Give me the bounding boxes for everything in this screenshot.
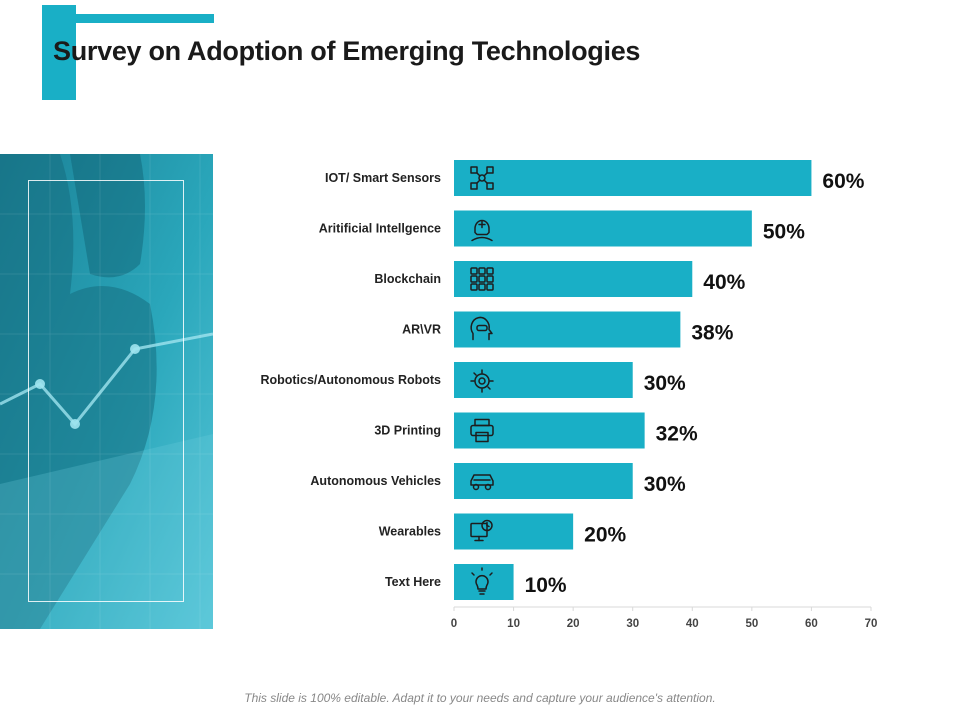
bar: [454, 362, 633, 398]
x-tick-label: 70: [865, 618, 878, 630]
value-label: 10%: [525, 574, 567, 597]
x-tick-label: 50: [745, 618, 758, 630]
category-label: Blockchain: [374, 272, 441, 286]
category-label: Wearables: [379, 525, 441, 539]
blockchain-grid-icon: [470, 267, 494, 291]
business-photo: [0, 154, 213, 629]
category-label: Autonomous Vehicles: [310, 474, 441, 488]
value-label: 30%: [644, 473, 686, 496]
x-tick-label: 60: [805, 618, 818, 630]
ai-head-icon: [471, 219, 493, 242]
x-tick-label: 20: [567, 618, 580, 630]
accent-bar-vertical: [42, 5, 76, 100]
slide-title: Survey on Adoption of Emerging Technolog…: [53, 36, 641, 66]
value-label: 30%: [644, 372, 686, 395]
value-label: 20%: [584, 524, 626, 547]
car-icon: [470, 474, 494, 491]
category-label: Robotics/Autonomous Robots: [260, 373, 441, 387]
bar: [454, 513, 574, 550]
smartwatch-monitor-icon: [470, 519, 493, 542]
bar-group: AR\VR 38%: [402, 311, 734, 348]
value-label: 40%: [703, 271, 745, 294]
x-tick-label: 0: [451, 618, 457, 630]
category-label: Text Here: [385, 575, 441, 589]
x-tick-label: 10: [507, 618, 520, 630]
bar: [454, 160, 812, 196]
bar-group: Text Here 10%: [385, 564, 567, 600]
value-label: 38%: [691, 322, 733, 345]
footer-note: This slide is 100% editable. Adapt it to…: [244, 691, 716, 705]
photo-frame: [28, 180, 184, 602]
bar-group: Autonomous Vehicles 30%: [310, 463, 686, 499]
printer-icon: [470, 418, 494, 443]
category-label: IOT/ Smart Sensors: [325, 171, 441, 185]
category-label: Aritificial Intellgence: [319, 222, 441, 236]
accent-bar-horizontal: [76, 14, 214, 23]
x-tick-label: 30: [626, 618, 639, 630]
bar-group: 3D Printing 32%: [374, 412, 698, 449]
value-label: 60%: [822, 170, 864, 193]
lightbulb-icon: [471, 567, 493, 595]
x-tick-label: 40: [686, 618, 699, 630]
bar-group: Robotics/Autonomous Robots 30%: [260, 362, 686, 398]
bar-group: Blockchain 40%: [374, 261, 746, 297]
bar: [454, 463, 633, 499]
bar-group: Wearables 20%: [379, 513, 627, 550]
bar: [454, 412, 645, 449]
value-label: 32%: [656, 423, 698, 446]
bar-group: IOT/ Smart Sensors 60%: [325, 160, 865, 196]
vr-head-icon: [470, 316, 493, 341]
bar: [454, 261, 693, 297]
bar: [454, 210, 752, 247]
bar-group: Aritificial Intellgence 50%: [319, 210, 805, 247]
value-label: 50%: [763, 221, 805, 244]
network-icon: [470, 166, 494, 190]
bar: [454, 311, 681, 348]
category-label: 3D Printing: [374, 424, 441, 438]
category-label: AR\VR: [402, 323, 441, 337]
robot-gear-icon: [470, 369, 494, 393]
photo-graphic: [0, 154, 213, 629]
